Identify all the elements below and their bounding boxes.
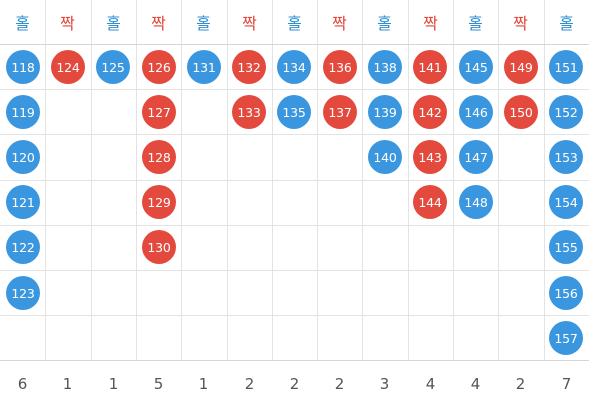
result-ball-odd: 121	[6, 185, 40, 219]
result-ball-even: 133	[232, 95, 266, 129]
column-header-odd: 홀	[196, 14, 211, 33]
result-ball-odd: 148	[459, 185, 493, 219]
result-ball-even: 129	[142, 185, 176, 219]
column-header-odd: 홀	[559, 14, 574, 33]
row-divider	[0, 44, 589, 45]
result-ball-even: 149	[504, 50, 538, 84]
result-ball-odd: 118	[6, 50, 40, 84]
result-ball-odd: 151	[549, 50, 583, 84]
result-ball-even: 143	[413, 140, 447, 174]
column-header-odd: 홀	[377, 14, 392, 33]
result-ball-even: 144	[413, 185, 447, 219]
row-divider	[0, 89, 589, 90]
result-ball-odd: 145	[459, 50, 493, 84]
result-ball-odd: 152	[549, 95, 583, 129]
result-ball-odd: 120	[6, 140, 40, 174]
column-count: 1	[108, 375, 119, 393]
result-ball-odd: 119	[6, 95, 40, 129]
result-ball-even: 136	[323, 50, 357, 84]
column-count: 6	[17, 375, 28, 393]
result-ball-even: 127	[142, 95, 176, 129]
result-ball-even: 141	[413, 50, 447, 84]
column-header-even: 짝	[60, 14, 75, 33]
result-ball-odd: 122	[6, 230, 40, 264]
column-count: 4	[470, 375, 481, 393]
column-header-odd: 홀	[106, 14, 121, 33]
result-ball-even: 132	[232, 50, 266, 84]
column-header-even: 짝	[332, 14, 347, 33]
row-divider	[0, 315, 589, 316]
result-ball-odd: 157	[549, 321, 583, 355]
result-ball-odd: 135	[277, 95, 311, 129]
row-divider	[0, 134, 589, 135]
result-ball-odd: 138	[368, 50, 402, 84]
result-ball-even: 137	[323, 95, 357, 129]
result-ball-odd: 155	[549, 230, 583, 264]
column-count: 7	[561, 375, 572, 393]
row-divider	[0, 180, 589, 181]
column-count: 2	[289, 375, 300, 393]
result-ball-odd: 139	[368, 95, 402, 129]
result-ball-odd: 134	[277, 50, 311, 84]
row-divider	[0, 225, 589, 226]
result-ball-odd: 154	[549, 185, 583, 219]
row-divider	[0, 360, 589, 361]
column-count: 2	[515, 375, 526, 393]
column-header-even: 짝	[513, 14, 528, 33]
result-ball-odd: 156	[549, 276, 583, 310]
result-ball-even: 150	[504, 95, 538, 129]
column-count: 2	[334, 375, 345, 393]
result-ball-odd: 123	[6, 276, 40, 310]
result-ball-odd: 125	[96, 50, 130, 84]
column-count: 3	[379, 375, 390, 393]
result-ball-odd: 131	[187, 50, 221, 84]
result-ball-even: 124	[51, 50, 85, 84]
column-header-even: 짝	[151, 14, 166, 33]
column-header-odd: 홀	[287, 14, 302, 33]
result-ball-odd: 147	[459, 140, 493, 174]
result-ball-even: 130	[142, 230, 176, 264]
column-header-odd: 홀	[468, 14, 483, 33]
result-ball-even: 126	[142, 50, 176, 84]
column-count: 5	[153, 375, 164, 393]
column-header-odd: 홀	[15, 14, 30, 33]
column-header-even: 짝	[423, 14, 438, 33]
column-count: 2	[244, 375, 255, 393]
column-header-even: 짝	[242, 14, 257, 33]
column-count: 1	[62, 375, 73, 393]
row-divider	[0, 270, 589, 271]
result-ball-odd: 140	[368, 140, 402, 174]
result-ball-even: 142	[413, 95, 447, 129]
column-count: 1	[198, 375, 209, 393]
result-ball-even: 128	[142, 140, 176, 174]
column-count: 4	[425, 375, 436, 393]
result-ball-odd: 153	[549, 140, 583, 174]
result-ball-odd: 146	[459, 95, 493, 129]
